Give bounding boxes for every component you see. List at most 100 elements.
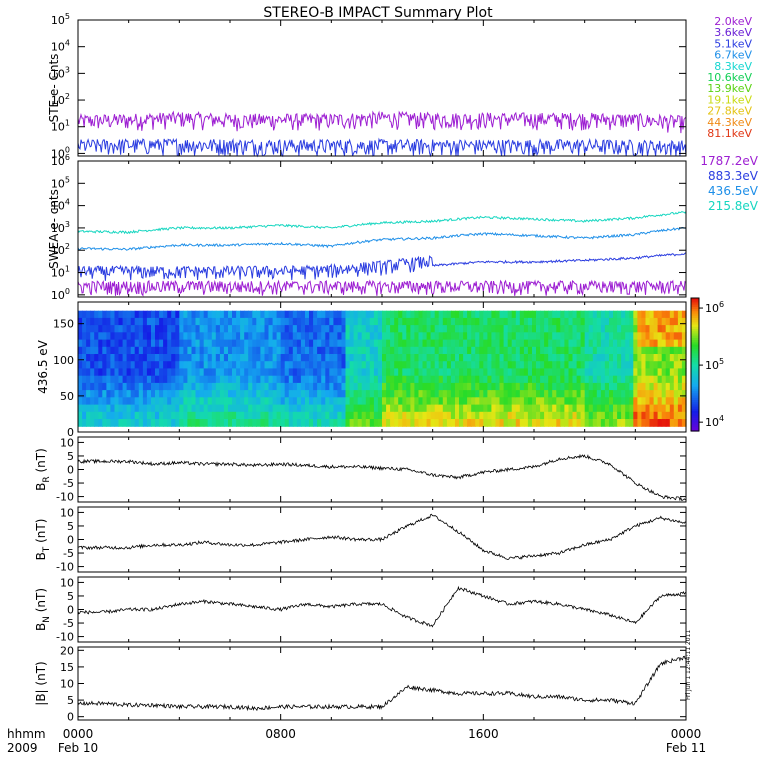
pad-cell xyxy=(130,317,136,326)
pad-cell xyxy=(288,382,294,391)
pad-cell xyxy=(438,375,444,384)
pad-cell xyxy=(118,339,124,348)
pad-cell xyxy=(637,382,643,391)
pad-cell xyxy=(126,419,132,427)
pad-cell xyxy=(592,419,598,427)
pad-cell xyxy=(183,354,189,362)
pad-cell xyxy=(588,317,594,326)
pad-cell xyxy=(260,354,266,362)
pad-cell xyxy=(159,382,164,391)
pad-cell xyxy=(390,346,395,355)
pad-cell xyxy=(584,368,590,377)
pad-cell xyxy=(329,419,334,427)
pad-cell xyxy=(167,411,172,420)
pad-cell xyxy=(183,419,189,427)
colorbar-tick-label: 106 xyxy=(705,300,724,315)
pad-cell xyxy=(203,404,209,413)
pad-cell xyxy=(568,375,574,384)
pad-cell xyxy=(653,346,659,355)
pad-cell xyxy=(665,382,671,391)
pad-cell xyxy=(240,325,245,333)
pad-cell xyxy=(527,310,533,319)
pad-cell xyxy=(499,375,505,384)
pad-cell xyxy=(118,404,124,413)
ste-ytick-label: 102 xyxy=(51,92,70,107)
pad-cell xyxy=(252,339,257,348)
pad-cell xyxy=(645,404,651,413)
pad-cell xyxy=(418,317,424,326)
pad-cell xyxy=(236,354,241,362)
pad-cell xyxy=(106,332,112,341)
pad-cell xyxy=(568,354,574,362)
pad-cell xyxy=(394,354,399,362)
pad-cell xyxy=(325,390,330,398)
pad-cell xyxy=(588,375,594,384)
pad-cell xyxy=(296,332,302,341)
pad-cell xyxy=(621,368,626,377)
pad-cell xyxy=(450,310,456,319)
pad-cell xyxy=(617,354,622,362)
pad-cell xyxy=(540,382,545,391)
pad-cell xyxy=(438,310,444,319)
pad-cell xyxy=(276,382,282,391)
pad-cell xyxy=(645,332,651,341)
pad-cell xyxy=(511,317,517,326)
pad-cell xyxy=(167,332,172,341)
pad-cell xyxy=(272,382,278,391)
pad-cell xyxy=(155,411,160,420)
pad-cell xyxy=(442,375,448,384)
pad-cell xyxy=(341,361,347,369)
pad-cell xyxy=(487,397,493,406)
pad-cell xyxy=(134,354,140,362)
pad-cell xyxy=(284,382,290,391)
pad-cell xyxy=(276,390,282,398)
pad-cell xyxy=(394,375,399,384)
pad-cell xyxy=(272,332,278,341)
pad-cell xyxy=(418,411,424,420)
pad-cell xyxy=(584,339,590,348)
pad-cell xyxy=(110,368,116,377)
pad-cell xyxy=(523,411,529,420)
pad-cell xyxy=(394,346,399,355)
pad-cell xyxy=(430,317,436,326)
pad-cell xyxy=(540,411,545,420)
pad-cell xyxy=(471,332,476,341)
pad-cell xyxy=(373,317,379,326)
pad-cell xyxy=(284,325,290,333)
pad-cell xyxy=(86,368,91,377)
pad-cell xyxy=(215,404,221,413)
pad-cell xyxy=(604,390,610,398)
pad-cell xyxy=(309,310,314,319)
pad-cell xyxy=(228,346,233,355)
pad-cell xyxy=(463,411,468,420)
pad-cell xyxy=(503,332,509,341)
pad-cell xyxy=(414,397,420,406)
pad-cell xyxy=(511,404,517,413)
pad-cell xyxy=(418,346,424,355)
pad-cell xyxy=(341,339,347,348)
pad-cell xyxy=(661,404,667,413)
ste-ytick-label: 104 xyxy=(51,39,70,54)
pad-cell xyxy=(106,346,112,355)
pad-cell xyxy=(540,317,545,326)
pad-cell xyxy=(645,346,651,355)
pad-cell xyxy=(487,325,493,333)
pad-cell xyxy=(130,382,136,391)
pad-cell xyxy=(138,411,144,420)
pad-cell xyxy=(240,404,245,413)
pad-cell xyxy=(463,346,468,355)
pad-cell xyxy=(232,339,237,348)
pad-cell xyxy=(236,397,241,406)
pad-cell xyxy=(523,375,529,384)
pad-cell xyxy=(329,332,334,341)
pad-cell xyxy=(118,382,124,391)
pad-cell xyxy=(232,375,237,384)
pad-cell xyxy=(459,354,464,362)
pad-cell xyxy=(276,310,282,319)
pad-cell xyxy=(669,325,675,333)
pad-cell xyxy=(171,354,176,362)
pad-cell xyxy=(240,382,245,391)
pad-cell xyxy=(483,317,488,326)
